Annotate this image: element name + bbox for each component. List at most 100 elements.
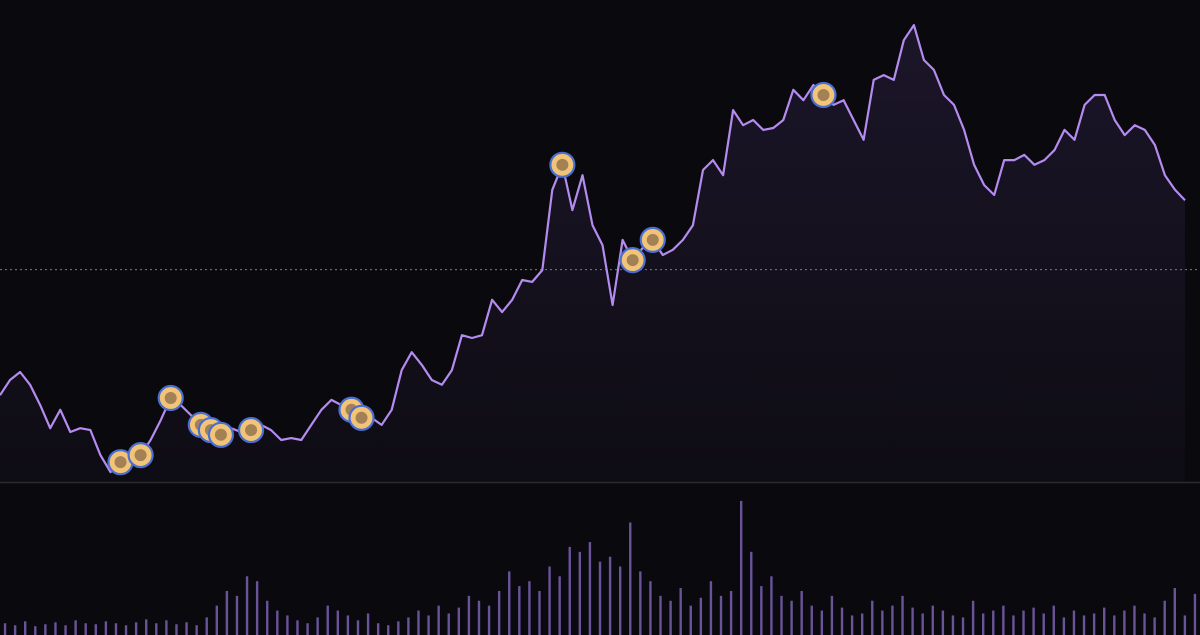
volume-bar bbox=[205, 617, 208, 635]
volume-bar bbox=[598, 561, 602, 635]
volume-bar bbox=[235, 595, 239, 635]
price-area bbox=[0, 25, 1185, 482]
volume-bar bbox=[538, 590, 541, 635]
volume-bar bbox=[437, 605, 440, 635]
volume-bar bbox=[639, 571, 642, 635]
volume-bar bbox=[921, 613, 924, 635]
volume-bar bbox=[346, 615, 350, 635]
volume-bar bbox=[790, 600, 793, 635]
volume-bar bbox=[316, 617, 319, 635]
volume-bar bbox=[467, 595, 471, 635]
volume-bar bbox=[1163, 600, 1166, 635]
volume-bar bbox=[871, 600, 874, 635]
event-marker-icon bbox=[214, 428, 227, 441]
volume-bar bbox=[578, 551, 582, 635]
volume-bar bbox=[739, 500, 743, 635]
volume-bar bbox=[760, 586, 763, 635]
volume-bar bbox=[780, 595, 783, 635]
volume-bar bbox=[3, 623, 7, 635]
volume-bar bbox=[245, 576, 249, 635]
volume-bar bbox=[104, 621, 108, 635]
volume-bar bbox=[276, 610, 279, 635]
volume-bar bbox=[497, 590, 501, 635]
volume-bar bbox=[64, 625, 67, 635]
volume-bar bbox=[981, 613, 985, 635]
volume-bar bbox=[548, 566, 551, 635]
volume-bar bbox=[296, 620, 299, 635]
volume-bar bbox=[84, 623, 87, 635]
volume-bar bbox=[689, 605, 692, 635]
volume-bar bbox=[528, 581, 531, 635]
volume-bar bbox=[255, 581, 259, 635]
volume-bar bbox=[266, 600, 269, 635]
volume-bar bbox=[931, 605, 934, 635]
volume-bar bbox=[13, 625, 17, 635]
volume-bar bbox=[659, 595, 662, 635]
volume-bar bbox=[1173, 588, 1176, 635]
event-marker-icon bbox=[817, 88, 830, 101]
volume-bar bbox=[487, 605, 491, 635]
volume-bar bbox=[286, 615, 289, 635]
volume-bar bbox=[34, 626, 37, 635]
volume-bar bbox=[850, 615, 854, 635]
event-marker-icon bbox=[626, 254, 639, 267]
volume-bar bbox=[709, 581, 713, 635]
volume-bar bbox=[1042, 613, 1045, 635]
event-marker-icon bbox=[164, 391, 177, 404]
volume-bar bbox=[54, 622, 57, 635]
volume-bar bbox=[830, 595, 834, 635]
volume-bar bbox=[1113, 615, 1116, 635]
volume-bar bbox=[1012, 615, 1015, 635]
event-marker-icon bbox=[114, 456, 127, 469]
volume-bar bbox=[1022, 610, 1025, 635]
volume-bar bbox=[679, 588, 682, 635]
volume-bar bbox=[24, 621, 27, 635]
volume-bar bbox=[185, 622, 188, 635]
event-marker-icon bbox=[134, 449, 147, 462]
volume-bar bbox=[306, 623, 309, 635]
volume-bar bbox=[901, 595, 904, 635]
volume-bar bbox=[1062, 617, 1066, 635]
volume-bar bbox=[629, 522, 632, 635]
volume-bar bbox=[729, 590, 733, 635]
volume-bar bbox=[145, 619, 148, 635]
volume-bar bbox=[719, 595, 723, 635]
volume-bar bbox=[225, 590, 229, 635]
volume-bar bbox=[699, 597, 703, 635]
volume-bar bbox=[1092, 613, 1096, 635]
volume-bar bbox=[1052, 605, 1055, 635]
volume-bar bbox=[397, 621, 400, 635]
volume-bar bbox=[447, 613, 450, 635]
volume-bar bbox=[800, 590, 803, 635]
volume-bar bbox=[840, 607, 844, 635]
volume-bar bbox=[820, 610, 824, 635]
volume-bar bbox=[477, 600, 481, 635]
volume-bar bbox=[1072, 610, 1076, 635]
volume-bar bbox=[1123, 610, 1126, 635]
volume-bar bbox=[407, 617, 410, 635]
event-marker-icon bbox=[646, 233, 659, 246]
volume-bar bbox=[114, 623, 118, 635]
volume-bar bbox=[1133, 605, 1136, 635]
volume-bar bbox=[1153, 617, 1156, 635]
event-marker-icon bbox=[556, 158, 569, 171]
volume-bar bbox=[558, 576, 561, 635]
volume-bar bbox=[387, 625, 390, 635]
volume-bar bbox=[881, 610, 884, 635]
volume-bar bbox=[951, 615, 955, 635]
volume-bar bbox=[891, 605, 894, 635]
volume-bar bbox=[608, 556, 612, 635]
event-marker-icon bbox=[355, 411, 368, 424]
volume-bar bbox=[992, 610, 995, 635]
volume-bar bbox=[810, 605, 813, 635]
volume-bar bbox=[971, 600, 975, 635]
volume-bar bbox=[770, 576, 773, 635]
event-marker-icon bbox=[245, 424, 258, 437]
volume-bar bbox=[124, 625, 128, 635]
volume-bar bbox=[669, 600, 672, 635]
volume-bar bbox=[1103, 607, 1106, 635]
volume-bar bbox=[941, 610, 945, 635]
volume-bar bbox=[74, 620, 77, 635]
volume-bar bbox=[155, 623, 158, 635]
